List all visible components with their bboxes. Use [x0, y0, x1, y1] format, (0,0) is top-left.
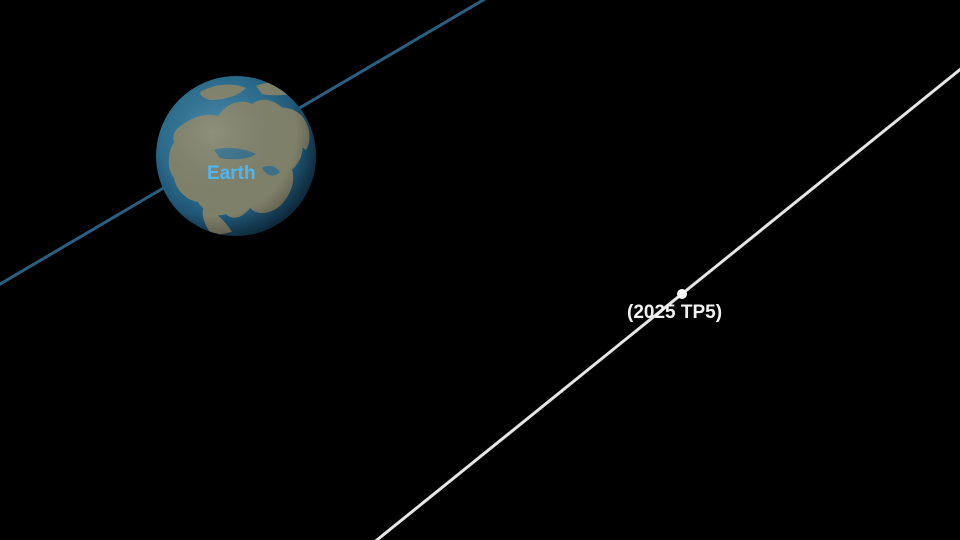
asteroid-label: (2025 TP5)	[627, 302, 723, 323]
asteroid-trajectory-line	[374, 67, 960, 540]
asteroid-marker	[677, 289, 687, 299]
earth-globe	[156, 76, 316, 236]
earth-label: Earth	[207, 163, 256, 184]
